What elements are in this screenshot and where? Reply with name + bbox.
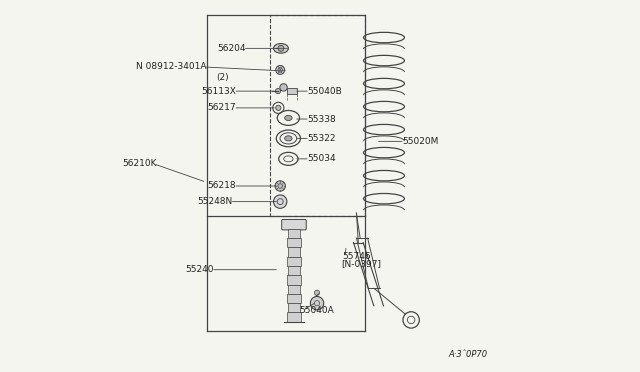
Text: 56217: 56217 bbox=[207, 103, 236, 112]
Text: 55322: 55322 bbox=[307, 134, 335, 143]
Text: 56210K: 56210K bbox=[122, 159, 156, 168]
Bar bbox=[287, 312, 301, 322]
Circle shape bbox=[276, 105, 281, 110]
Text: [N-0397]: [N-0397] bbox=[341, 260, 381, 269]
Text: 55020M: 55020M bbox=[402, 137, 438, 146]
Bar bbox=[287, 238, 301, 247]
Text: 55746: 55746 bbox=[342, 252, 371, 261]
Text: 56204: 56204 bbox=[217, 44, 246, 53]
Bar bbox=[289, 229, 300, 238]
FancyBboxPatch shape bbox=[282, 219, 306, 230]
Bar bbox=[287, 88, 297, 94]
Text: 55034: 55034 bbox=[307, 154, 335, 163]
Circle shape bbox=[314, 290, 319, 295]
Text: 55248N: 55248N bbox=[197, 197, 232, 206]
Text: 56218: 56218 bbox=[207, 182, 236, 190]
Text: 56113X: 56113X bbox=[202, 87, 236, 96]
Bar bbox=[287, 257, 301, 266]
Circle shape bbox=[276, 65, 285, 74]
Ellipse shape bbox=[285, 115, 292, 121]
Ellipse shape bbox=[285, 136, 292, 141]
Text: 55040B: 55040B bbox=[307, 87, 342, 96]
Bar bbox=[287, 294, 301, 303]
Bar bbox=[270, 15, 365, 216]
Text: (2): (2) bbox=[216, 73, 229, 81]
Circle shape bbox=[275, 89, 280, 94]
Text: 55040A: 55040A bbox=[300, 306, 334, 315]
Bar bbox=[289, 285, 300, 294]
Bar bbox=[289, 247, 300, 257]
Ellipse shape bbox=[273, 44, 289, 53]
Bar bbox=[289, 303, 300, 312]
Text: 55338: 55338 bbox=[307, 115, 336, 124]
Circle shape bbox=[278, 45, 284, 51]
Circle shape bbox=[310, 296, 324, 310]
Bar bbox=[287, 275, 301, 285]
Text: 55240: 55240 bbox=[186, 265, 214, 274]
Circle shape bbox=[273, 195, 287, 208]
Text: N 08912-3401A: N 08912-3401A bbox=[136, 62, 207, 71]
Circle shape bbox=[280, 84, 287, 91]
Bar bbox=[289, 266, 300, 275]
Circle shape bbox=[275, 181, 285, 191]
Text: A·3ˆ0P70: A·3ˆ0P70 bbox=[448, 350, 488, 359]
